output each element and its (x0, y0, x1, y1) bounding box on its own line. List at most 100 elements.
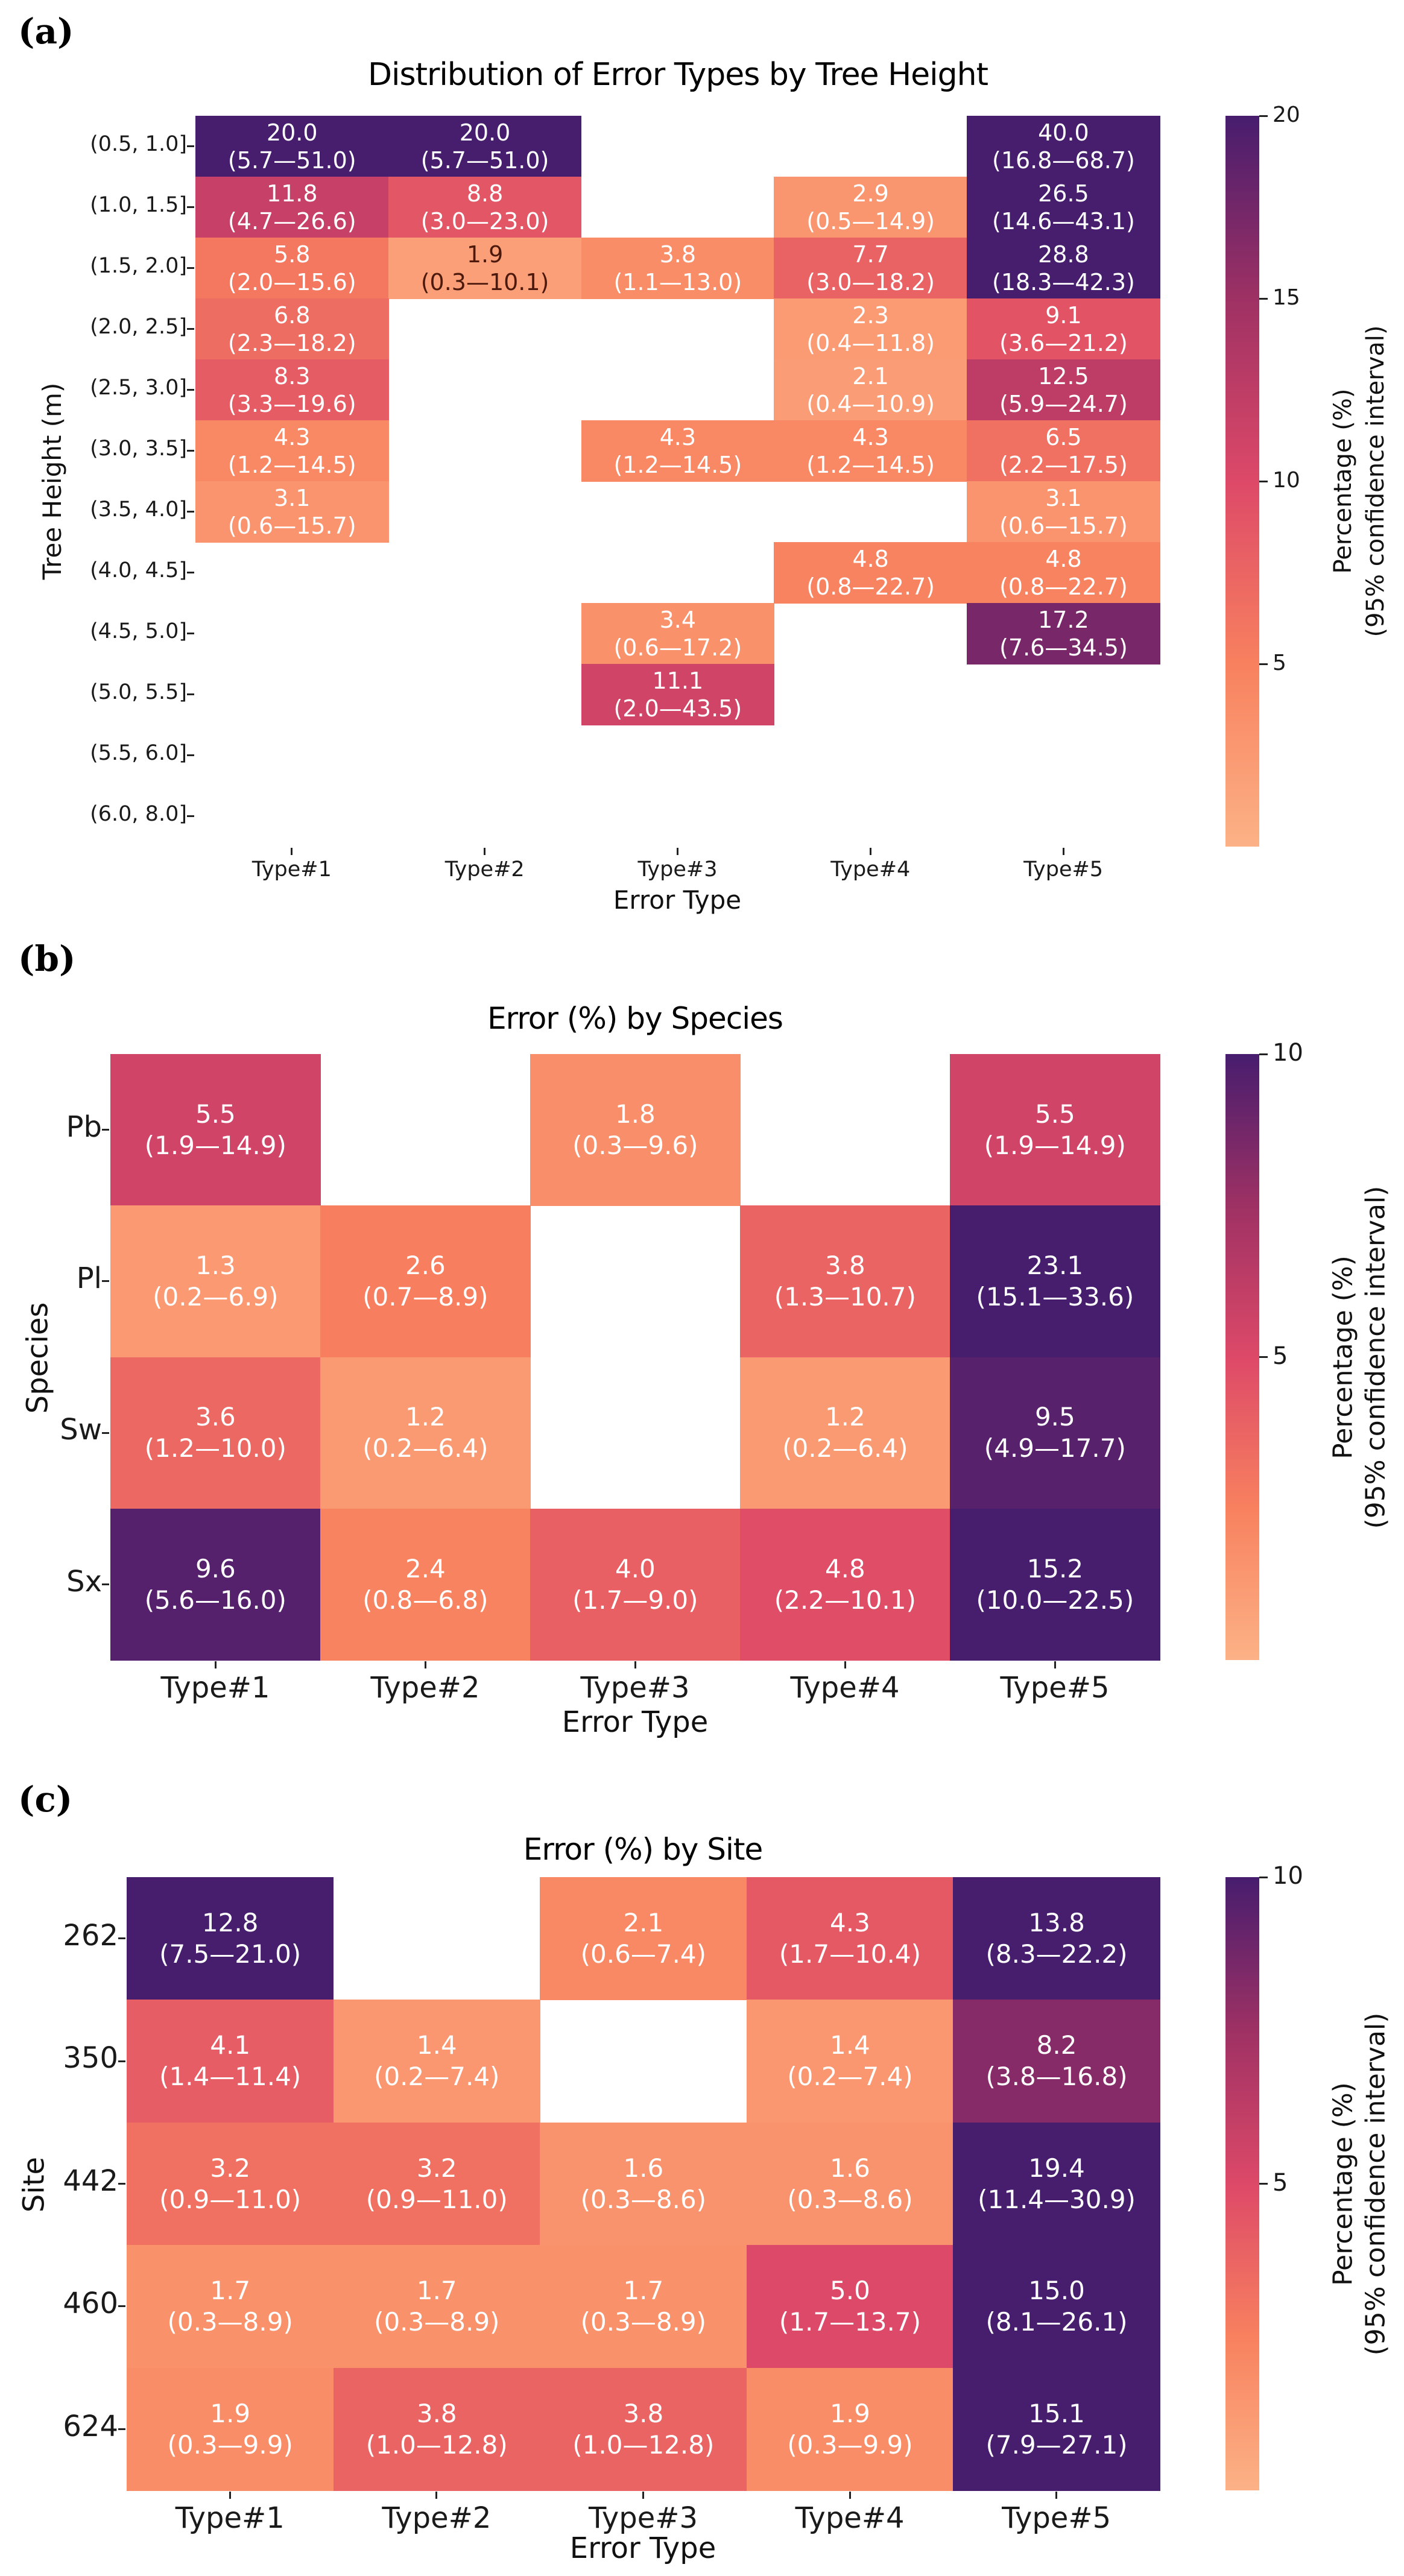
heatmap-cell: 40.0 (16.8—68.7) (967, 116, 1160, 177)
heatmap-cell: 19.4 (11.4—30.9) (953, 2122, 1160, 2246)
cell-ci: (1.3—10.7) (774, 1282, 916, 1312)
cell-ci: (0.7—8.9) (362, 1282, 489, 1312)
x-tick-mark (1062, 848, 1064, 855)
x-tick-label: Type#1 (251, 857, 332, 882)
cell-value: 1.3 (195, 1251, 236, 1281)
y-tick-label: (1.5, 2.0] (90, 253, 187, 278)
heatmap-cell: 2.4 (0.8—6.8) (320, 1508, 531, 1661)
cell-ci: (1.7—9.0) (572, 1585, 698, 1615)
cell-ci: (0.5—14.9) (806, 207, 935, 235)
y-tick-label: (1.0, 1.5] (90, 192, 187, 217)
cell-ci: (0.3—8.6) (580, 2184, 707, 2214)
x-tick-mark (1055, 2492, 1058, 2499)
cell-value: 1.4 (830, 2030, 870, 2060)
panel-c-label: (c) (18, 1779, 73, 1820)
cell-ci: (3.6—21.2) (999, 329, 1128, 356)
cell-value: 2.1 (623, 1908, 664, 1938)
heatmap-cell: 4.8 (0.8—22.7) (774, 542, 967, 604)
cell-ci: (5.7—51.0) (227, 147, 356, 174)
y-tick-label: (5.5, 6.0] (90, 740, 187, 765)
cell-value: 3.8 (623, 2398, 664, 2428)
cell-ci: (1.2—14.5) (613, 451, 742, 478)
colorbar-tick-mark (1259, 663, 1268, 665)
y-tick-label: (4.0, 4.5] (90, 558, 187, 582)
cell-value: 4.0 (615, 1553, 656, 1583)
y-tick-label: Sx (66, 1564, 102, 1599)
panel-a-title: Distribution of Error Types by Tree Heig… (368, 57, 988, 93)
cell-value: 40.0 (1038, 119, 1089, 146)
y-tick-mark (187, 511, 194, 513)
cell-value: 1.8 (615, 1099, 656, 1129)
cell-value: 6.5 (1045, 423, 1082, 450)
cell-value: 8.3 (274, 362, 311, 390)
heatmap-cell: 5.5 (1.9—14.9) (950, 1054, 1160, 1206)
heatmap-cell: 1.6 (0.3—8.6) (746, 2122, 954, 2246)
cell-ci: (0.4—11.8) (806, 329, 935, 356)
cell-ci: (1.9—14.9) (984, 1130, 1126, 1160)
heatmap-cell: 12.5 (5.9—24.7) (967, 359, 1160, 421)
cell-ci: (0.2—7.4) (787, 2062, 913, 2092)
colorbar-tick-mark (1259, 1876, 1268, 1878)
cell-ci: (0.6—15.7) (999, 512, 1128, 539)
cell-value: 3.8 (824, 1251, 865, 1281)
cell-ci: (1.0—12.8) (365, 2429, 508, 2460)
y-tick-label: (5.0, 5.5] (90, 680, 187, 704)
cell-value: 4.8 (852, 545, 889, 572)
cell-ci: (3.0—23.0) (420, 207, 549, 235)
cell-value: 1.4 (416, 2030, 457, 2060)
x-tick-label: Type#1 (160, 1671, 270, 1705)
cell-ci: (0.2—7.4) (374, 2062, 500, 2092)
cell-value: 15.2 (1026, 1553, 1084, 1583)
heatmap-cell: 1.7 (0.3—8.9) (333, 2245, 540, 2369)
colorbar-label: Percentage (%) (95% confidence interval) (1327, 116, 1393, 847)
heatmap-cell: 2.1 (0.6—7.4) (540, 1877, 747, 2001)
panel-b-label: (b) (18, 938, 76, 979)
cell-ci: (2.3—18.2) (227, 329, 356, 356)
panel-c-title: Error (%) by Site (523, 1832, 763, 1867)
x-tick-label: Type#4 (795, 2501, 905, 2535)
cell-ci: (0.6—17.2) (613, 634, 742, 661)
heatmap-cell: 23.1 (15.1—33.6) (950, 1205, 1160, 1358)
x-tick-label: Type#4 (830, 857, 911, 882)
cell-ci: (0.2—6.9) (153, 1282, 279, 1312)
y-tick-mark (187, 572, 194, 573)
y-tick-mark (102, 1432, 109, 1434)
cell-ci: (3.8—16.8) (985, 2062, 1128, 2092)
cell-value: 13.8 (1028, 1908, 1085, 1938)
cell-value: 5.8 (274, 241, 311, 268)
y-tick-label: (0.5, 1.0] (90, 131, 187, 156)
cell-value: 2.1 (852, 362, 889, 390)
cell-value: 3.1 (274, 484, 311, 511)
cell-value: 17.2 (1038, 606, 1089, 633)
cell-value: 1.6 (623, 2153, 664, 2183)
cell-value: 3.8 (659, 241, 697, 268)
x-tick-mark (214, 1661, 217, 1668)
colorbar-tick-label: 10 (1273, 467, 1300, 493)
y-tick-label: (2.0, 2.5] (90, 314, 187, 339)
x-tick-label: Type#5 (1002, 2501, 1112, 2535)
cell-ci: (10.0—22.5) (976, 1585, 1134, 1615)
x-tick-label: Type#2 (444, 857, 525, 882)
heatmap-cell: 4.0 (1.7—9.0) (530, 1508, 741, 1661)
colorbar-tick-label: 20 (1273, 102, 1300, 127)
y-tick-mark (187, 206, 194, 208)
y-tick-mark (187, 815, 194, 817)
cell-ci: (2.0—43.5) (613, 695, 742, 722)
y-tick-mark (187, 389, 194, 391)
heatmap-cell: 4.3 (1.2—14.5) (774, 420, 967, 482)
cell-ci: (7.6—34.5) (999, 634, 1128, 661)
cell-value: 2.3 (852, 301, 889, 329)
cell-ci: (14.6—43.1) (992, 207, 1135, 235)
heatmap-cell: 6.8 (2.3—18.2) (195, 298, 389, 360)
y-tick-mark (187, 693, 194, 695)
cell-value: 9.5 (1034, 1402, 1075, 1432)
heatmap-cell: 11.1 (2.0—43.5) (581, 664, 775, 725)
cell-ci: (0.3—9.9) (787, 2429, 913, 2460)
heatmap-cell: 5.5 (1.9—14.9) (110, 1054, 321, 1206)
cell-value: 1.2 (405, 1402, 446, 1432)
colorbar-tick-label: 5 (1273, 2168, 1288, 2197)
heatmap-cell: 5.0 (1.7—13.7) (746, 2245, 954, 2369)
heatmap-cell: 3.1 (0.6—15.7) (967, 481, 1160, 543)
y-tick-label: Sw (60, 1413, 102, 1447)
cell-value: 11.1 (652, 667, 704, 694)
